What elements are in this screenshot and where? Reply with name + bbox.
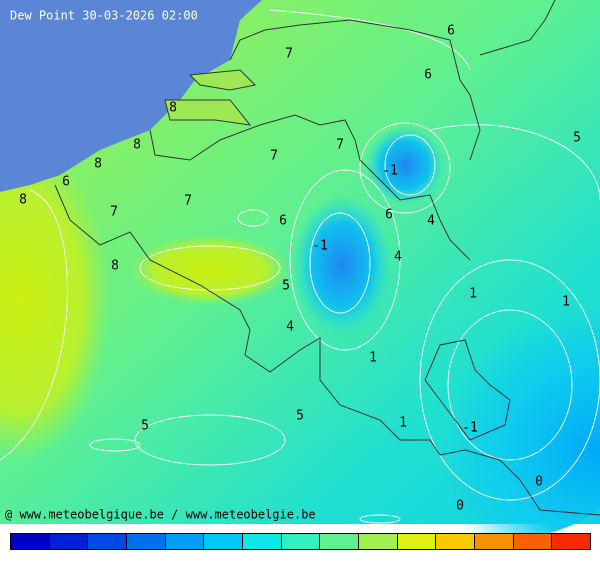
- credit: @ www.meteobelgique.be / www.meteobelgie…: [5, 508, 316, 522]
- contour-label: 1: [469, 287, 477, 302]
- contour-label: 5: [296, 409, 304, 424]
- contour-label: 8: [169, 101, 177, 116]
- contour-label: 7: [110, 205, 118, 220]
- contour-label: 8: [111, 259, 119, 274]
- contour-label: 4: [427, 214, 435, 229]
- contour-label: 1: [562, 295, 570, 310]
- contour-label: 6: [424, 68, 432, 83]
- contour-label: 7: [184, 194, 192, 209]
- contour-label: 8: [19, 193, 27, 208]
- contour-label: 0: [456, 499, 464, 514]
- contour-label: 1: [399, 416, 407, 431]
- contour-label: 5: [141, 419, 149, 434]
- contour-label: 6: [62, 175, 70, 190]
- map-title: Dew Point 30-03-2026 02:00: [10, 9, 198, 23]
- isolines: [0, 9, 600, 524]
- colorbar: [10, 533, 591, 550]
- contour-label: 6: [447, 24, 455, 39]
- map-field: [0, 0, 600, 540]
- contour-label: 0: [535, 475, 543, 490]
- contour-label: 8: [94, 157, 102, 172]
- contour-label: 4: [286, 320, 294, 335]
- borders: [54, 0, 600, 516]
- contour-label: 4: [394, 250, 402, 265]
- contour-label: 5: [573, 131, 581, 146]
- contour-label: 5: [282, 279, 290, 294]
- contour-labels: 6 7 6 8 8 7 5 7 8 -1 6 8 7 7 6 6 4 -1 4 8 5 1 1 4 1 5 5 1 -1 0 0: [19, 24, 581, 514]
- contour-label: -1: [462, 421, 478, 436]
- contour-label: 6: [279, 214, 287, 229]
- contour-label: 1: [369, 351, 377, 366]
- contour-label: 7: [336, 138, 344, 153]
- contour-label: 6: [385, 208, 393, 223]
- contour-label: 7: [270, 149, 278, 164]
- contour-label: -1: [312, 239, 328, 254]
- contour-label: -1: [382, 164, 398, 179]
- contour-label: 7: [285, 47, 293, 62]
- contour-label: 8: [133, 138, 141, 153]
